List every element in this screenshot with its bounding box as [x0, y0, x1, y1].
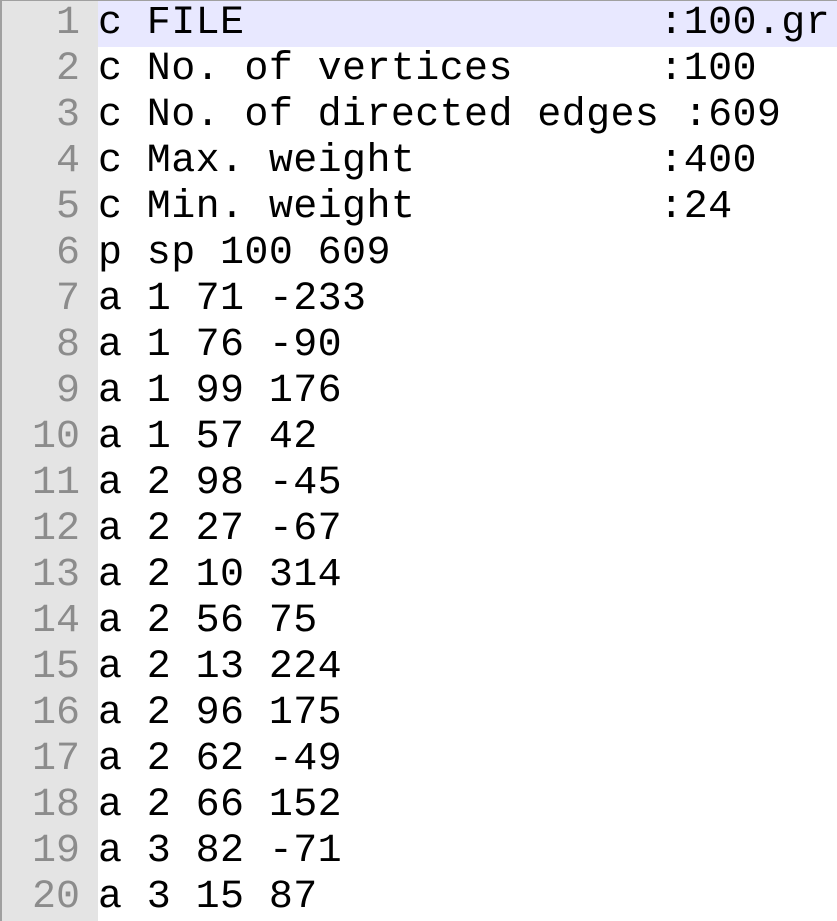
line-number: 15: [31, 645, 80, 690]
line-text[interactable]: a 1 76 -90: [98, 323, 343, 368]
editor-line[interactable]: 4 c Max. weight :400: [2, 139, 837, 185]
editor-line[interactable]: 10 a 1 57 42: [2, 415, 837, 461]
line-number: 9: [55, 369, 80, 414]
line-text[interactable]: c No. of directed edges :609: [98, 93, 782, 138]
editor-line[interactable]: 1 c FILE :100.gr: [2, 1, 837, 47]
line-number: 20: [31, 875, 80, 920]
line-text[interactable]: c No. of vertices :100: [98, 47, 757, 92]
line-text[interactable]: a 3 82 -71: [98, 829, 343, 874]
line-number: 6: [55, 231, 80, 276]
editor-line[interactable]: 20 a 3 15 87: [2, 875, 837, 921]
line-text[interactable]: a 2 10 314: [98, 553, 343, 598]
line-text[interactable]: a 2 98 -45: [98, 461, 343, 506]
line-number-gutter: [2, 1, 98, 921]
editor-line[interactable]: 15 a 2 13 224: [2, 645, 837, 691]
line-number: 13: [31, 553, 80, 598]
line-text[interactable]: a 2 56 75: [98, 599, 318, 644]
line-number: 19: [31, 829, 80, 874]
line-number: 4: [55, 139, 80, 184]
line-number: 16: [31, 691, 80, 736]
line-number: 3: [55, 93, 80, 138]
editor-line[interactable]: 5 c Min. weight :24: [2, 185, 837, 231]
line-number: 12: [31, 507, 80, 552]
line-text[interactable]: c Min. weight :24: [98, 185, 733, 230]
line-number: 5: [55, 185, 80, 230]
line-number: 11: [31, 461, 80, 506]
editor-line[interactable]: 11 a 2 98 -45: [2, 461, 837, 507]
editor-line[interactable]: 3 c No. of directed edges :609: [2, 93, 837, 139]
editor-line[interactable]: 7 a 1 71 -233: [2, 277, 837, 323]
editor-line[interactable]: 2 c No. of vertices :100: [2, 47, 837, 93]
line-text[interactable]: a 2 27 -67: [98, 507, 343, 552]
line-number: 17: [31, 737, 80, 782]
editor-line[interactable]: 8 a 1 76 -90: [2, 323, 837, 369]
line-number: 7: [55, 277, 80, 322]
line-text[interactable]: a 2 66 152: [98, 783, 343, 828]
editor-line[interactable]: 19 a 3 82 -71: [2, 829, 837, 875]
editor-line[interactable]: 17 a 2 62 -49: [2, 737, 837, 783]
line-number: 10: [31, 415, 80, 460]
line-number: 2: [55, 47, 80, 92]
editor-line[interactable]: 16 a 2 96 175: [2, 691, 837, 737]
line-text[interactable]: a 1 57 42: [98, 415, 318, 460]
line-text[interactable]: a 2 62 -49: [98, 737, 343, 782]
line-text[interactable]: p sp 100 609: [98, 231, 391, 276]
line-text[interactable]: a 3 15 87: [98, 875, 318, 920]
editor-line[interactable]: 6 p sp 100 609: [2, 231, 837, 277]
editor-line[interactable]: 9 a 1 99 176: [2, 369, 837, 415]
line-number: 8: [55, 323, 80, 368]
line-number: 14: [31, 599, 80, 644]
editor-line[interactable]: 13 a 2 10 314: [2, 553, 837, 599]
line-number: 18: [31, 783, 80, 828]
line-text[interactable]: a 1 71 -233: [98, 277, 367, 322]
line-text[interactable]: c Max. weight :400: [98, 139, 757, 184]
line-number: 1: [55, 1, 80, 46]
line-text[interactable]: c FILE :100.gr: [98, 1, 837, 47]
line-text[interactable]: a 2 96 175: [98, 691, 343, 736]
line-text[interactable]: a 1 99 176: [98, 369, 343, 414]
editor-line[interactable]: 12 a 2 27 -67: [2, 507, 837, 553]
line-text[interactable]: a 2 13 224: [98, 645, 343, 690]
editor-line[interactable]: 18 a 2 66 152: [2, 783, 837, 829]
editor-line[interactable]: 14 a 2 56 75: [2, 599, 837, 645]
